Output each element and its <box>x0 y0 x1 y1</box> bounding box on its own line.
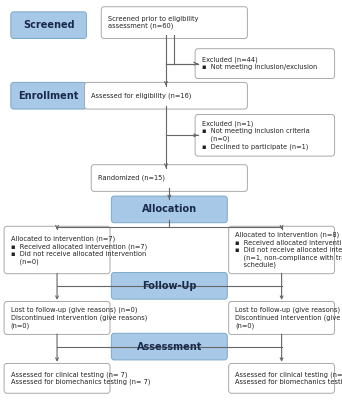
FancyBboxPatch shape <box>111 196 227 223</box>
Text: Screened prior to eligibility
assessment (n=60): Screened prior to eligibility assessment… <box>108 16 198 30</box>
FancyBboxPatch shape <box>11 82 87 109</box>
Text: Enrollment: Enrollment <box>18 91 79 101</box>
Text: Excluded (n=1)
▪  Not meeting inclusion criteria
    (n=0)
▪  Declined to partic: Excluded (n=1) ▪ Not meeting inclusion c… <box>202 121 310 150</box>
FancyBboxPatch shape <box>4 364 110 393</box>
Text: Excluded (n=44)
▪  Not meeting inclusion/exclusion: Excluded (n=44) ▪ Not meeting inclusion/… <box>202 57 317 70</box>
FancyBboxPatch shape <box>229 364 334 393</box>
Text: Assessed for clinical testing (n= 7)
Assessed for biomechanics testing (n= 7): Assessed for clinical testing (n= 7) Ass… <box>11 371 150 386</box>
FancyBboxPatch shape <box>101 7 247 38</box>
FancyBboxPatch shape <box>11 12 87 38</box>
FancyBboxPatch shape <box>84 82 247 109</box>
Text: Screened: Screened <box>23 20 75 30</box>
FancyBboxPatch shape <box>229 302 334 334</box>
FancyBboxPatch shape <box>111 272 227 299</box>
Text: Lost to follow-up (give reasons) (n=0)
Discontinued intervention (give reasons)
: Lost to follow-up (give reasons) (n=0) D… <box>11 307 147 329</box>
Text: Assessment: Assessment <box>137 342 202 352</box>
FancyBboxPatch shape <box>111 333 227 360</box>
FancyBboxPatch shape <box>229 226 334 274</box>
Text: Allocated to intervention (n=7)
▪  Received allocated intervention (n=7)
▪  Did : Allocated to intervention (n=7) ▪ Receiv… <box>11 235 147 265</box>
Text: Follow-Up: Follow-Up <box>142 281 197 291</box>
Text: Allocation: Allocation <box>142 204 197 214</box>
Text: Allocated to intervention (n=8)
▪  Received allocated intervention (n=7)
▪  Did : Allocated to intervention (n=8) ▪ Receiv… <box>235 232 342 268</box>
FancyBboxPatch shape <box>195 49 334 78</box>
FancyBboxPatch shape <box>195 114 334 156</box>
FancyBboxPatch shape <box>91 165 247 191</box>
FancyBboxPatch shape <box>4 302 110 334</box>
Text: Assessed for clinical testing (n=7)
Assessed for biomechanics testing (n=7): Assessed for clinical testing (n=7) Asse… <box>235 371 342 386</box>
FancyBboxPatch shape <box>4 226 110 274</box>
Text: Lost to follow-up (give reasons) (n=0)
Discontinued intervention (give reasons)
: Lost to follow-up (give reasons) (n=0) D… <box>235 307 342 329</box>
Text: Assessed for eligibility (n=16): Assessed for eligibility (n=16) <box>91 92 192 99</box>
Text: Randomized (n=15): Randomized (n=15) <box>98 175 165 181</box>
